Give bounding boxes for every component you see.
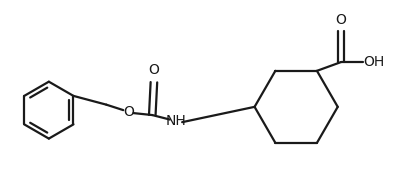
Text: O: O bbox=[148, 63, 159, 77]
Text: NH: NH bbox=[165, 114, 186, 128]
Text: O: O bbox=[336, 13, 347, 27]
Text: OH: OH bbox=[364, 55, 385, 69]
Text: O: O bbox=[123, 105, 134, 119]
